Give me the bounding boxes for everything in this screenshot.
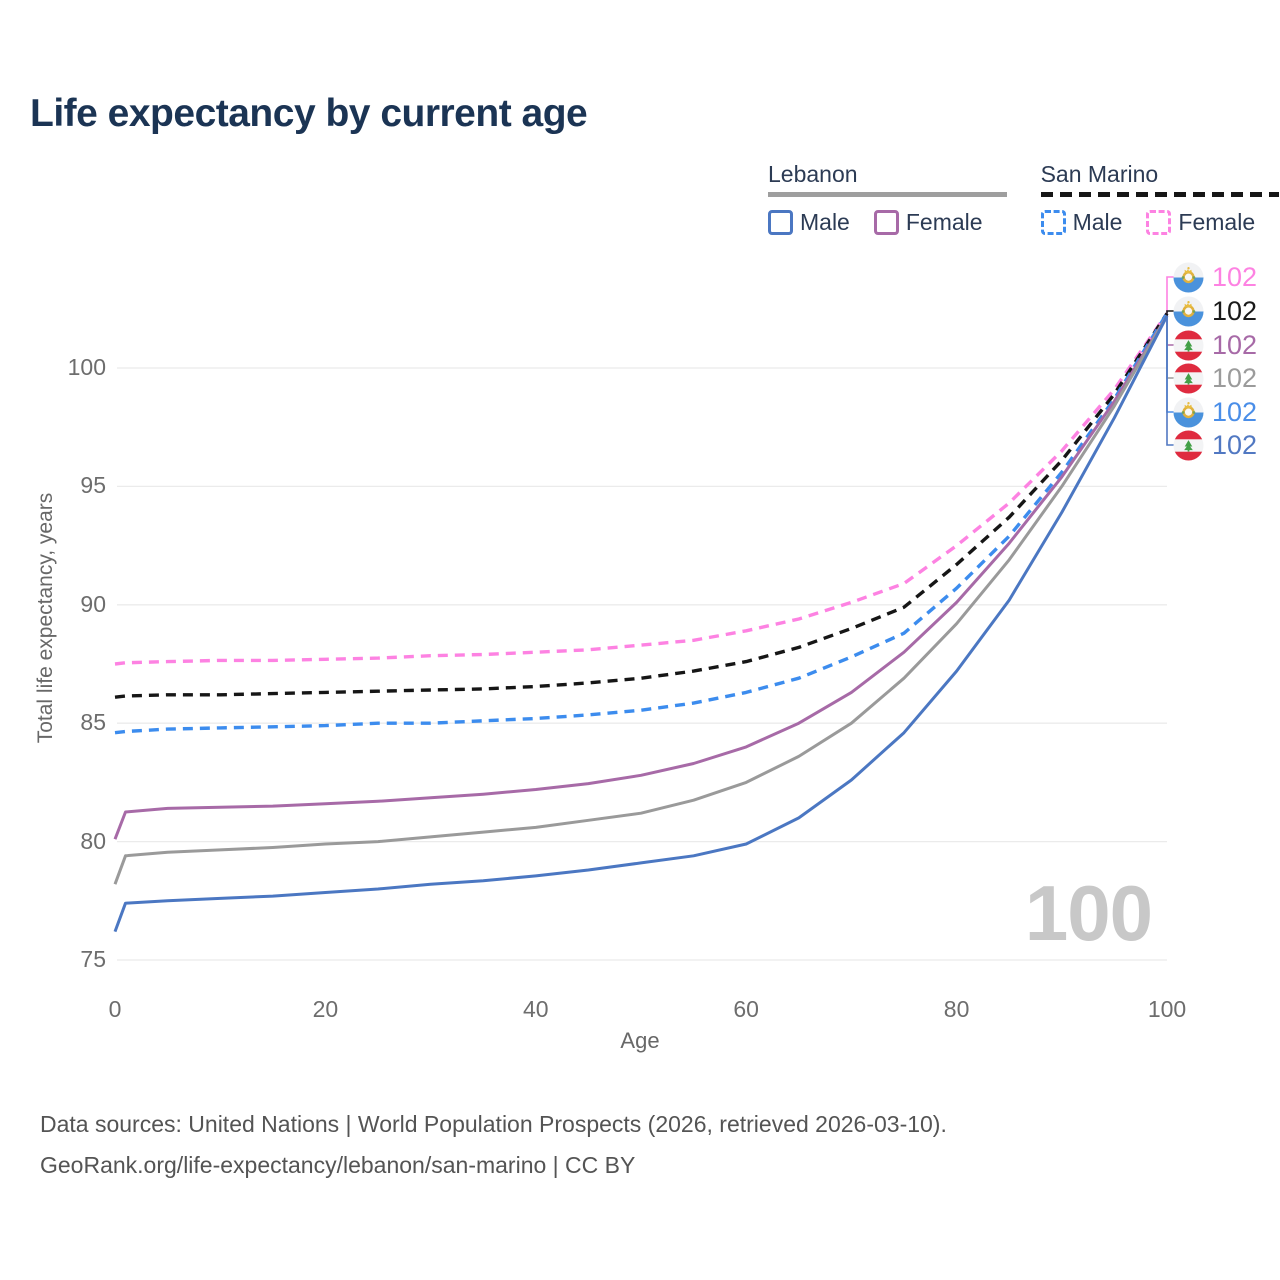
end-value: 102 bbox=[1212, 396, 1258, 427]
lebanon-flag-icon bbox=[1173, 329, 1204, 361]
page-title: Life expectancy by current age bbox=[30, 92, 588, 135]
legend-item-label: Female bbox=[1178, 209, 1256, 235]
legend-item-label: Female bbox=[905, 209, 983, 235]
legend-group-san-marino-label: San Marino bbox=[1040, 161, 1159, 187]
lebanon-flag-icon bbox=[1173, 362, 1204, 394]
x-tick: 40 bbox=[523, 996, 549, 1022]
legend-item-label: Male bbox=[1072, 209, 1123, 235]
age-counter-watermark: 100 bbox=[1024, 869, 1153, 957]
lebanon-male-swatch bbox=[768, 210, 793, 235]
end-value: 102 bbox=[1212, 362, 1258, 393]
x-tick: 60 bbox=[733, 996, 759, 1022]
legend-item-label: Male bbox=[800, 209, 850, 235]
legend: Lebanon Male Female San Marino Male bbox=[768, 161, 1280, 236]
y-tick: 100 bbox=[67, 354, 106, 380]
end-label-san-marino-female: 102 bbox=[1173, 260, 1257, 294]
x-tick: 100 bbox=[1147, 996, 1187, 1022]
y-tick: 90 bbox=[80, 590, 106, 617]
y-tick: 75 bbox=[80, 946, 106, 972]
y-axis-title: Total life expectancy, years bbox=[34, 492, 57, 744]
end-value: 102 bbox=[1212, 429, 1258, 460]
end-label-lebanon-male: 102 bbox=[1173, 428, 1257, 462]
legend-item-san-marino-male[interactable]: Male bbox=[1040, 209, 1123, 236]
lebanon-female-swatch bbox=[873, 210, 899, 235]
end-label-lebanon-total: 102 bbox=[1173, 361, 1257, 395]
end-label-lebanon-female: 102 bbox=[1173, 328, 1257, 362]
end-label-san-marino-total: 102 bbox=[1173, 294, 1257, 328]
legend-item-lebanon-female[interactable]: Female bbox=[873, 209, 983, 236]
footer-attribution: GeoRank.org/life-expectancy/lebanon/san-… bbox=[40, 1152, 636, 1178]
end-value: 102 bbox=[1212, 329, 1258, 360]
y-tick: 85 bbox=[80, 709, 106, 736]
lebanon-flag-icon bbox=[1173, 429, 1204, 461]
legend-group-san-marino: San Marino Male Female bbox=[1040, 161, 1280, 236]
y-tick: 95 bbox=[80, 472, 106, 499]
san-marino-flag-icon bbox=[1173, 295, 1204, 327]
legend-lebanon-line-swatch bbox=[768, 192, 1007, 197]
san-marino-female-swatch bbox=[1146, 210, 1172, 235]
footer-data-sources: Data sources: United Nations | World Pop… bbox=[40, 1111, 947, 1137]
san-marino-male-swatch bbox=[1040, 210, 1066, 235]
y-tick: 80 bbox=[80, 827, 106, 854]
legend-san-marino-line-swatch bbox=[1040, 192, 1280, 197]
footer: Data sources: United Nations | World Pop… bbox=[40, 1104, 947, 1186]
x-tick: 20 bbox=[312, 996, 339, 1022]
x-tick: 80 bbox=[943, 996, 970, 1022]
x-axis-title: Age bbox=[620, 1028, 660, 1053]
end-value: 102 bbox=[1212, 261, 1258, 292]
san-marino-flag-icon bbox=[1173, 261, 1204, 293]
legend-item-san-marino-female[interactable]: Female bbox=[1146, 209, 1255, 236]
legend-group-lebanon-label: Lebanon bbox=[768, 161, 858, 187]
legend-item-lebanon-male[interactable]: Male bbox=[768, 209, 850, 236]
san-marino-flag-icon bbox=[1173, 396, 1204, 428]
end-label-san-marino-male: 102 bbox=[1173, 395, 1257, 429]
legend-group-lebanon: Lebanon Male Female bbox=[768, 161, 1007, 236]
end-value: 102 bbox=[1212, 295, 1258, 326]
x-tick: 0 bbox=[108, 996, 122, 1022]
